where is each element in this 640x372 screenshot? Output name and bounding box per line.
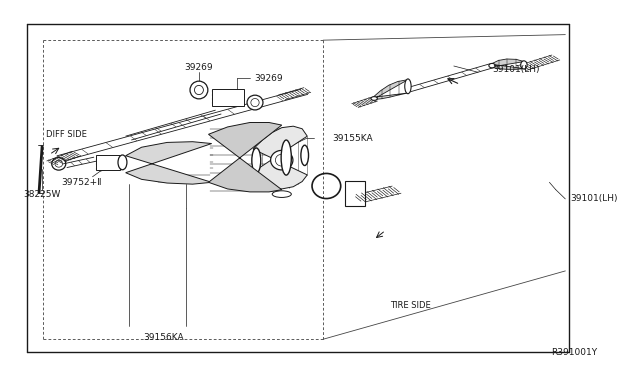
Ellipse shape [275,154,288,166]
Polygon shape [125,142,212,184]
Ellipse shape [371,97,378,100]
Ellipse shape [301,145,308,166]
Ellipse shape [252,148,260,173]
Text: TIRE SIDE: TIRE SIDE [390,301,431,310]
Text: R391001Y: R391001Y [551,349,597,357]
Text: 38225W: 38225W [23,190,60,199]
Ellipse shape [190,81,208,99]
Text: 39269: 39269 [184,63,213,72]
Ellipse shape [52,158,66,170]
Bar [346,181,365,206]
Ellipse shape [251,99,259,107]
Ellipse shape [521,61,527,69]
Polygon shape [209,122,282,192]
Ellipse shape [281,140,291,175]
Ellipse shape [272,191,291,198]
Text: 39101(LH): 39101(LH) [570,195,618,203]
Ellipse shape [55,161,63,167]
Text: 39155KA: 39155KA [333,134,373,142]
Polygon shape [253,126,307,189]
Ellipse shape [489,63,495,68]
Text: 39101(LH): 39101(LH) [492,65,540,74]
Ellipse shape [118,155,127,170]
Ellipse shape [247,95,263,110]
Polygon shape [491,59,524,69]
Text: 39752+Ⅱ: 39752+Ⅱ [61,178,101,187]
Ellipse shape [195,86,204,94]
Text: 39269: 39269 [255,74,284,83]
Bar [96,155,120,170]
Text: 39156KA: 39156KA [143,333,184,342]
Ellipse shape [271,150,293,170]
Polygon shape [373,80,408,100]
Ellipse shape [404,79,411,94]
Text: DIFF SIDE: DIFF SIDE [46,130,87,139]
Bar [212,89,244,106]
